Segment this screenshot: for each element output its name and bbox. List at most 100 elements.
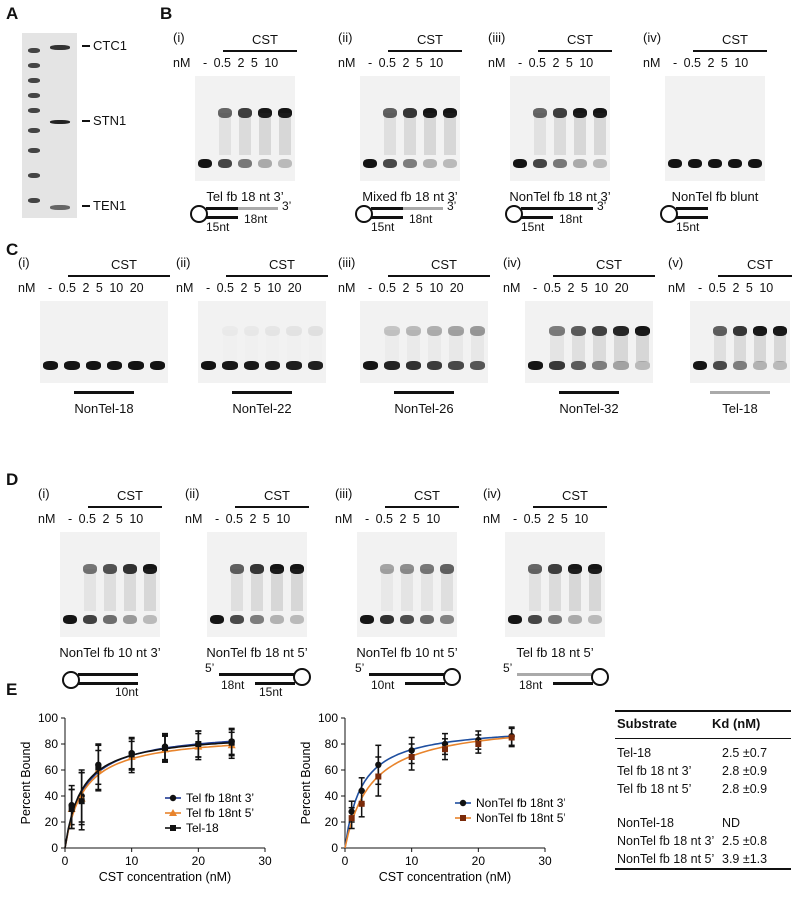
nm-label: nM [38,512,56,526]
ladder-band [28,173,40,178]
smear [271,568,283,611]
hairpin-stem-bottom [521,216,553,219]
legend-label: NonTel fb 18nt 5’ [476,811,565,825]
data-point [508,734,515,741]
hairpin-stem-bottom [371,216,403,219]
shifted-band [383,107,397,118]
nm-label: nM [173,56,191,70]
data-point [358,800,365,807]
data-point [442,746,448,753]
cst-bracket [553,275,655,277]
overhang-length: 18nt [221,678,245,692]
gel-index: (iv) [483,486,502,501]
duplex-length: 15nt [371,220,395,234]
duplex-length: 10nt [115,685,139,699]
free-probe-band [363,361,379,370]
shifted-band [238,107,252,118]
table-cell-kd: 2.8 ±0.9 [722,764,768,778]
gel-index: (i) [173,30,185,45]
ladder-band [28,198,40,203]
smear [104,568,116,611]
free-probe-band [427,361,443,370]
strand-top [517,673,593,676]
free-probe-band [443,159,457,168]
shifted-band [548,563,562,574]
smear [144,568,156,611]
gel-caption: Tel fb 18 nt 3’ [206,189,284,204]
free-probe-band [250,615,264,624]
free-probe-band [553,159,567,168]
gel-image [40,301,168,383]
shifted-band [290,563,304,574]
lane-labels: - 0.5 2 5 10 [68,512,144,526]
hairpin-stem-top [78,673,138,676]
cst-label: CST [596,257,622,272]
free-probe-band [360,615,374,624]
free-probe-band [243,361,259,370]
gel-index: (ii) [176,255,191,270]
end-label: 3’ [447,199,457,213]
cst-bracket [693,50,767,52]
free-probe-band [593,159,607,168]
shifted-band [573,107,587,118]
free-probe-band [380,615,394,624]
free-probe-band [708,159,722,168]
cst-bracket [533,506,607,508]
shifted-band [405,325,421,336]
table-cell-kd: 2.5 ±0.8 [722,834,768,848]
legend-marker [460,815,466,821]
shifted-band [773,325,787,336]
lane-labels: - 0.5 2 5 10 [518,56,594,70]
hairpin-stem-top [206,207,238,210]
legend-label: Tel-18 [186,821,219,835]
x-tick-label: 10 [125,854,139,868]
free-probe-band [528,361,544,370]
legend-marker [169,794,177,802]
smear [574,112,586,155]
hairpin-stem-bottom [206,216,238,219]
stn1-label: STN1 [93,113,127,128]
shifted-band [420,563,434,574]
smear [734,329,746,363]
lane-labels: - 0.5 2 5 10 [365,512,441,526]
shifted-band [753,325,767,336]
y-tick-label: 100 [318,711,338,725]
overhang [238,207,278,210]
shifted-band [634,325,650,336]
ladder-band [28,63,40,68]
hairpin-stem-top [371,207,403,210]
legend-marker [169,809,177,816]
nm-label: nM [335,512,353,526]
data-point [475,741,482,747]
y-tick-label: 0 [331,841,338,855]
y-tick-label: 60 [325,763,339,777]
gel-caption: Tel-18 [722,401,758,416]
overhang-length: 18nt [519,678,543,692]
free-probe-band [83,615,97,624]
gel-index: (ii) [185,486,200,501]
free-probe-band [440,615,454,624]
free-probe-band [668,159,682,168]
smear [593,329,607,363]
free-probe-band [149,361,165,370]
gel-caption: Tel fb 18 nt 5’ [516,645,594,660]
free-probe-band [63,615,77,624]
shifted-band [448,325,464,336]
legend-label: Tel fb 18nt 5’ [186,806,254,820]
nm-label: nM [668,281,686,295]
table-cell-substrate: Tel fb 18 nt 3’ [617,764,692,778]
x-axis-label: CST concentration (nM) [99,870,231,884]
free-probe-band [290,615,304,624]
cst-label: CST [117,488,143,503]
smear [554,112,566,155]
data-point [95,764,102,771]
gel-caption: NonTel fb 10 nt 5’ [356,645,458,660]
smear [529,568,541,611]
hairpin-stem-bottom [676,216,708,219]
nm-label: nM [643,56,661,70]
binding-chart-tel: 0 20 40 60 80 100 0 10 20 30 CST concentration (nM… [19,711,272,884]
gel-index: (iv) [643,30,662,45]
free-probe-band [548,615,562,624]
shifted-band [423,107,437,118]
hairpin-loop-icon [190,205,208,223]
